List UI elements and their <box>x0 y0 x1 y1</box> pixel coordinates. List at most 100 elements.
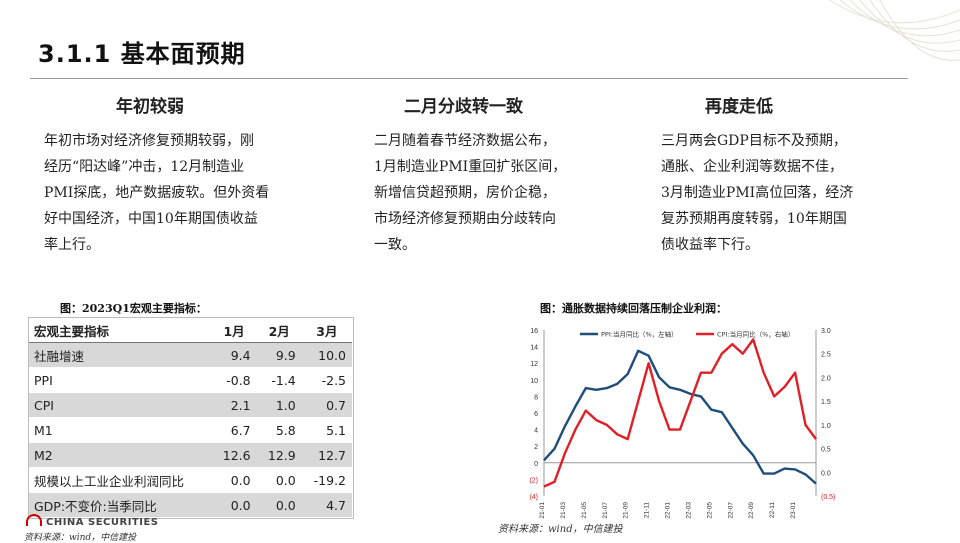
right-axis-tick-label: 2.0 <box>821 375 831 382</box>
column-2-line: 市场经济修复预期由分歧转向 <box>374 211 556 227</box>
x-axis-tick-label: 22-03 <box>685 502 692 519</box>
x-axis-tick-label: 22-09 <box>748 502 755 519</box>
column-2-heading: 二月分歧转一致 <box>404 97 523 117</box>
column-2-body: 二月随着春节经济数据公布， 1月制造业PMI重回扩张区间， 新增信贷超预期，房价… <box>374 128 566 258</box>
table-cell: -0.8 <box>211 367 257 393</box>
table-row: 社融增速 9.4 9.9 10.0 <box>28 342 352 368</box>
table-header-cell: 宏观主要指标 <box>28 318 212 343</box>
right-axis-tick-label: 0.0 <box>821 470 831 477</box>
right-axis-tick-label: 1.0 <box>821 423 831 430</box>
left-axis-tick-label: 6 <box>534 411 538 418</box>
column-2-line: 一致。 <box>374 237 416 253</box>
column-1-body: 年初市场对经济修复预期较弱，刚 经历“阳达峰”冲击，12月制造业 PMI探底，地… <box>44 128 269 258</box>
column-2-line: 新增信贷超预期，房价企稳， <box>374 185 556 201</box>
figure-2-source: 资料来源：wind，中信建投 <box>498 524 623 535</box>
table-cell: 10.0 <box>301 342 352 368</box>
table-cell: 9.9 <box>256 342 302 368</box>
x-axis-tick-label: 21-09 <box>623 502 630 519</box>
left-axis-tick-label: (2) <box>529 477 538 484</box>
column-1-line: PMI探底，地产数据疲软。但外资看 <box>44 185 270 201</box>
column-1-heading: 年初较弱 <box>116 97 184 117</box>
column-1-line: 率上行。 <box>44 237 100 253</box>
table-cell: -1.4 <box>256 367 302 393</box>
table-row: M2 12.6 12.9 12.7 <box>28 442 352 468</box>
title-divider <box>30 78 908 79</box>
x-axis-tick-label: 21-11 <box>644 502 651 519</box>
table-row: M1 6.7 5.8 5.1 <box>28 417 352 443</box>
right-axis-tick-label: 1.5 <box>821 399 831 406</box>
ppi-cpi-line-chart: (4) (2) 0 2 4 6 8 10 12 14 16 (0.5) 0.0 0.5 1.0 1.5 2.0 2… <box>529 328 835 519</box>
column-1-line: 年初市场对经济修复预期较弱，刚 <box>44 133 254 149</box>
column-3-line: 复苏预期再度转弱，10年期国 <box>661 211 847 227</box>
decorative-corner-pattern <box>810 0 960 80</box>
left-axis-tick-label: 16 <box>530 328 538 335</box>
table-cell: 12.7 <box>301 442 352 468</box>
x-axis-tick-label: 22-11 <box>769 502 776 519</box>
column-3-line: 通胀、企业利润等数据不佳， <box>661 159 843 175</box>
column-3-heading: 再度走低 <box>705 97 773 117</box>
x-axis-tick-label: 21-07 <box>602 502 609 519</box>
row-label: 社融增速 <box>28 342 212 368</box>
x-axis-tick-label: 22-05 <box>706 502 713 519</box>
table-row: CPI 2.1 1.0 0.7 <box>28 392 352 418</box>
macro-indicators-table: 宏观主要指标 1月 2月 3月 社融增速 9.4 9.9 10.0 PPI -0… <box>28 318 352 518</box>
table-cell: 0.0 <box>256 492 302 518</box>
cpi-legend-label: CPI:当月同比（%，右轴） <box>717 330 794 339</box>
table-cell: 0.7 <box>301 392 352 418</box>
left-axis-tick-label: 14 <box>530 345 538 352</box>
right-axis-tick-label: (0.5) <box>821 494 835 501</box>
cpi-series-line <box>543 338 817 488</box>
page-title: 3.1.1 基本面预期 <box>38 40 246 68</box>
column-1-line: 好中国经济，中国10年期国债收益 <box>44 211 258 227</box>
x-axis-tick-label: 21-01 <box>539 502 546 519</box>
right-axis-tick-label: 2.5 <box>821 352 831 359</box>
column-2-line: 1月制造业PMI重回扩张区间， <box>374 159 567 175</box>
table-cell: 12.6 <box>211 442 257 468</box>
column-3-line: 3月制造业PMI高位回落，经济 <box>661 185 854 201</box>
table-cell: -19.2 <box>301 467 352 493</box>
logo-text: CHINA SECURITIES <box>46 517 159 528</box>
table-cell: 0.0 <box>211 467 257 493</box>
row-label: GDP:不变价:当季同比 <box>28 492 212 518</box>
right-axis-tick-label: 3.0 <box>821 328 831 335</box>
left-axis-tick-label: (4) <box>529 494 538 501</box>
column-3-line: 债收益率下行。 <box>661 237 759 253</box>
table-cell: 5.8 <box>256 417 302 443</box>
row-label: 规模以上工业企业利润同比 <box>28 467 212 493</box>
ppi-legend-label: PPI:当月同比（%，左轴） <box>601 330 678 339</box>
column-3-body: 三月两会GDP目标不及预期， 通胀、企业利润等数据不佳， 3月制造业PMI高位回… <box>661 128 853 258</box>
row-label: M2 <box>28 442 212 468</box>
left-axis-tick-label: 8 <box>534 394 538 401</box>
left-axis-tick-label: 2 <box>534 444 538 451</box>
table-cell: 1.0 <box>256 392 302 418</box>
table-cell: 5.1 <box>301 417 352 443</box>
x-axis-tick-label: 22-01 <box>665 502 672 519</box>
column-1-line: 经历“阳达峰”冲击，12月制造业 <box>44 159 245 175</box>
x-axis-tick-label: 21-03 <box>560 502 567 519</box>
table-header-cell: 1月 <box>211 318 257 343</box>
ppi-series-line <box>543 349 817 485</box>
row-label: M1 <box>28 417 212 443</box>
row-label: CPI <box>28 392 212 418</box>
left-axis-tick-label: 12 <box>530 361 538 368</box>
table-row: GDP:不变价:当季同比 0.0 0.0 4.7 <box>28 492 352 518</box>
table-cell: 6.7 <box>211 417 257 443</box>
table-cell: 0.0 <box>211 492 257 518</box>
x-axis-tick-label: 23-01 <box>790 502 797 519</box>
row-label: PPI <box>28 367 212 393</box>
table-header-row: 宏观主要指标 1月 2月 3月 <box>28 318 352 343</box>
table-cell: 9.4 <box>211 342 257 368</box>
table-row: PPI -0.8 -1.4 -2.5 <box>28 367 352 393</box>
table-header-cell: 3月 <box>301 318 352 343</box>
table-cell: 4.7 <box>301 492 352 518</box>
table-cell: 0.0 <box>256 467 302 493</box>
table-cell: 12.9 <box>256 442 302 468</box>
table-row: 规模以上工业企业利润同比 0.0 0.0 -19.2 <box>28 467 352 493</box>
table-cell: -2.5 <box>301 367 352 393</box>
x-axis-tick-label: 22-07 <box>727 502 734 519</box>
right-axis-tick-label: 0.5 <box>821 447 831 454</box>
figure-1-caption: 图：2023Q1宏观主要指标： <box>60 302 207 315</box>
table-cell: 2.1 <box>211 392 257 418</box>
figure-1-source: 资料来源：wind，中信建投 <box>24 533 137 543</box>
x-axis-tick-label: 21-05 <box>581 502 588 519</box>
